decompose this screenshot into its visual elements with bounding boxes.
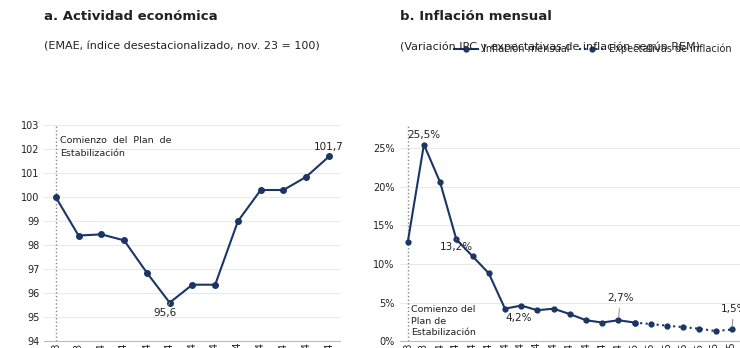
Text: 2,7%: 2,7% <box>607 293 633 317</box>
Text: (Variación IPC y expectativas de inflación según REM): (Variación IPC y expectativas de inflaci… <box>400 42 699 52</box>
Text: 95,6: 95,6 <box>154 303 177 318</box>
Text: 4,2%: 4,2% <box>505 313 531 323</box>
Text: a. Actividad económica: a. Actividad económica <box>44 10 218 23</box>
Text: 101,7: 101,7 <box>314 142 344 152</box>
Text: 1,5%: 1,5% <box>721 304 740 327</box>
Text: Comienzo  del  Plan  de
Estabilización: Comienzo del Plan de Estabilización <box>60 136 172 158</box>
Text: b. Inflación mensual: b. Inflación mensual <box>400 10 551 23</box>
Legend: Inflación mensual, Expectativas de inflación: Inflación mensual, Expectativas de infla… <box>450 40 735 58</box>
Text: (EMAE, índice desestacionalizado, nov. 23 = 100): (EMAE, índice desestacionalizado, nov. 2… <box>44 42 320 52</box>
Text: 25,5%: 25,5% <box>407 130 440 140</box>
Text: 13,2%: 13,2% <box>440 239 474 252</box>
Text: Comienzo del
Plan de
Estabilización: Comienzo del Plan de Estabilización <box>411 305 476 338</box>
